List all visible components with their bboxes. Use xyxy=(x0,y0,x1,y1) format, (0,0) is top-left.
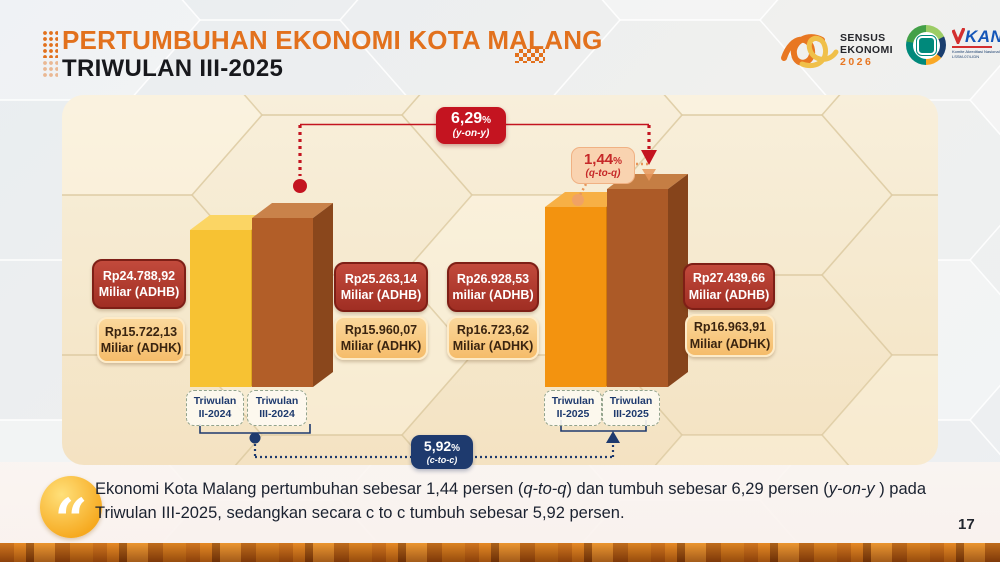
ctc-percent-sign: % xyxy=(451,443,461,455)
qtq-basis-label: (q-to-q) xyxy=(585,167,621,179)
adhb-unit: Miliar (ADHB) xyxy=(98,285,180,299)
adhk-value: Rp15.960,07 xyxy=(344,322,418,337)
footer-cityscape-strip xyxy=(0,543,1000,562)
category-word: Triwulan xyxy=(609,395,653,407)
adhk-value: Rp16.963,91 xyxy=(693,320,767,335)
adhk-unit: Miliar (ADHK) xyxy=(689,336,771,351)
sensus-logo-line2: EKONOMI xyxy=(840,44,893,57)
adhb-value: Rp24.788,92 xyxy=(102,268,176,283)
yoy-basis-label: (y-on-y) xyxy=(452,128,490,140)
title-dot-decoration-faded xyxy=(42,60,58,78)
summary-text: Ekonomi Kota Malang pertumbuhan sebesar … xyxy=(95,478,977,526)
adhb-badge-q2-2025: Rp26.928,53 miliar (ADHB) xyxy=(447,262,539,312)
sensus-logo-year: 2026 xyxy=(840,56,874,69)
qtq-growth-badge: 1,44% (q-to-q) xyxy=(571,147,635,184)
adhk-unit: Miliar (ADHK) xyxy=(100,341,182,355)
adhb-unit: Miliar (ADHB) xyxy=(340,288,422,302)
title-checker-decoration xyxy=(515,49,545,63)
kan-checkmark-icon xyxy=(952,28,965,44)
adhk-badge-q3-2024: Rp15.960,07 Miliar (ADHK) xyxy=(334,316,428,360)
yoy-growth-badge: 6,29% (y-on-y) xyxy=(436,107,506,144)
adhb-badge-q3-2025: Rp27.439,66 Miliar (ADHB) xyxy=(683,263,775,310)
adhk-value: Rp16.723,62 xyxy=(456,322,530,337)
summary-part2: ) dan tumbuh sebesar 6,29 persen ( xyxy=(566,480,829,498)
category-period: III-2025 xyxy=(613,408,649,421)
category-label-q2-2024: Triwulan II-2024 xyxy=(186,390,244,427)
adhb-value: Rp26.928,53 xyxy=(456,271,530,286)
certification-badge-inner xyxy=(912,31,940,59)
adhk-badge-q3-2025: Rp16.963,91 Miliar (ADHK) xyxy=(685,314,775,357)
adhb-unit: miliar (ADHB) xyxy=(452,288,534,302)
sensus-ekonomi-logo: SENSUS EKONOMI 2026 xyxy=(840,32,893,68)
category-word: Triwulan xyxy=(255,395,299,407)
adhb-unit: Miliar (ADHB) xyxy=(688,287,770,302)
ctc-basis-label: (c-to-c) xyxy=(426,454,458,465)
adhk-badge-q2-2025: Rp16.723,62 Miliar (ADHK) xyxy=(447,316,539,360)
adhb-badge-q3-2024: Rp25.263,14 Miliar (ADHB) xyxy=(334,262,428,312)
category-period: II-2024 xyxy=(198,408,232,421)
kan-logo-underline xyxy=(952,46,992,48)
sensus-ribbon-icon xyxy=(781,34,839,68)
qtq-percent-sign: % xyxy=(613,155,623,167)
category-label-q3-2024: Triwulan III-2024 xyxy=(247,390,307,427)
quote-icon: “ xyxy=(40,476,102,554)
page-title: PERTUMBUHAN EKONOMI KOTA MALANG xyxy=(62,25,603,55)
category-period: II-2025 xyxy=(556,408,590,421)
yoy-value: 6,29 xyxy=(450,110,483,128)
qtq-value: 1,44 xyxy=(583,150,614,168)
kan-logo: KAN Komite Akreditasi Nasional LSSM-074-… xyxy=(952,28,1000,59)
kan-logo-subtitle: Komite Akreditasi Nasional xyxy=(952,49,1000,54)
quote-band-background xyxy=(0,462,1000,543)
category-word: Triwulan xyxy=(551,395,595,407)
adhb-value: Rp25.263,14 xyxy=(344,271,418,286)
page-subtitle: TRIWULAN III-2025 xyxy=(62,55,284,82)
title-dot-decoration xyxy=(42,30,58,58)
category-period: III-2024 xyxy=(259,408,295,421)
ctc-growth-badge: 5,92% (c-to-c) xyxy=(411,435,473,469)
quote-mark-glyph: “ xyxy=(54,486,88,554)
page-number: 17 xyxy=(958,516,975,533)
kan-logo-code: LSSM-074-IDN xyxy=(952,54,980,60)
summary-part1: Ekonomi Kota Malang pertumbuhan sebesar … xyxy=(95,480,524,498)
summary-qtq-italic: q-to-q xyxy=(523,480,567,498)
adhk-badge-q2-2024: Rp15.722,13 Miliar (ADHK) xyxy=(97,317,185,363)
category-label-q3-2025: Triwulan III-2025 xyxy=(602,390,660,427)
category-word: Triwulan xyxy=(193,395,237,407)
adhk-value: Rp15.722,13 xyxy=(104,324,178,339)
certification-badge-core xyxy=(915,34,937,56)
adhk-unit: Miliar (ADHK) xyxy=(340,339,422,353)
ctc-value: 5,92 xyxy=(423,438,452,455)
summary-part3: ) pada Triwulan III-2025, sedangkan seca… xyxy=(95,480,926,522)
yoy-percent-sign: % xyxy=(482,115,492,127)
sensus-logo-line1: SENSUS xyxy=(840,32,886,44)
adhb-value: Rp27.439,66 xyxy=(692,271,766,286)
certification-badge-logo xyxy=(906,25,946,65)
adhb-badge-q2-2024: Rp24.788,92 Miliar (ADHB) xyxy=(92,259,186,309)
kan-logo-text: KAN xyxy=(965,27,1000,46)
adhk-unit: Miliar (ADHK) xyxy=(452,339,534,353)
category-label-q2-2025: Triwulan II-2025 xyxy=(544,390,602,427)
summary-yoy-italic: y-on-y xyxy=(828,480,875,498)
